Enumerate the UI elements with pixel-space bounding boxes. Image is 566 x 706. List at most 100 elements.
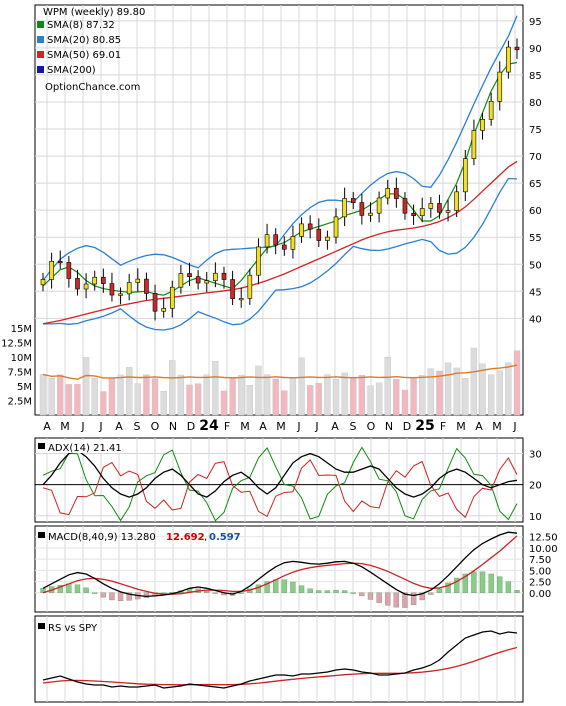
candle-body bbox=[471, 130, 477, 159]
volume-bar bbox=[108, 377, 116, 416]
macd-histogram-bar bbox=[479, 571, 486, 593]
volume-bar bbox=[220, 390, 228, 416]
volume-bar bbox=[126, 367, 133, 416]
price-tick-label: 95 bbox=[529, 17, 542, 28]
macd-histogram-bar bbox=[471, 571, 477, 593]
candle-body bbox=[66, 262, 72, 279]
candle-body bbox=[325, 236, 330, 241]
volume-bar bbox=[255, 365, 262, 416]
volume-bar bbox=[194, 383, 202, 416]
price-tick-label: 60 bbox=[529, 206, 542, 217]
candle-body bbox=[144, 278, 149, 294]
volume-bar bbox=[350, 377, 357, 416]
rs-panel-frame bbox=[34, 615, 524, 703]
candle-body bbox=[359, 202, 365, 216]
price-tick-label: 80 bbox=[529, 98, 542, 109]
volume-bar bbox=[143, 374, 150, 416]
candle-body bbox=[316, 228, 322, 241]
volume-bar bbox=[375, 382, 383, 416]
candle-body bbox=[40, 279, 46, 286]
bollinger-upper-line bbox=[42, 15, 518, 281]
candle-body bbox=[92, 276, 98, 285]
price-tick-label: 65 bbox=[529, 179, 542, 190]
legend-swatch bbox=[37, 66, 44, 73]
price-tick-label: 50 bbox=[529, 260, 542, 271]
macd-swatch bbox=[38, 532, 45, 538]
macd-histogram-bar bbox=[307, 588, 313, 593]
candle-body bbox=[169, 286, 175, 309]
volume-bar bbox=[436, 370, 443, 416]
legend-label: SMA(20) 80.85 bbox=[47, 35, 121, 46]
di-minus-line bbox=[42, 457, 518, 519]
macd-histogram-bar bbox=[290, 581, 296, 593]
candle-body bbox=[428, 203, 434, 209]
volume-bar bbox=[505, 362, 512, 416]
macd-label: MACD(8,40,9) 13.280 bbox=[48, 532, 156, 543]
candle-body bbox=[152, 293, 158, 312]
candle-body bbox=[135, 278, 141, 283]
volume-bar bbox=[65, 384, 73, 416]
candle-body bbox=[368, 212, 373, 216]
macd-histogram-bar bbox=[514, 590, 520, 593]
candle-body bbox=[273, 234, 278, 246]
x-tick-label: 24 bbox=[199, 418, 219, 434]
volume-bar bbox=[324, 374, 331, 416]
macd-histogram-bar bbox=[445, 582, 451, 593]
volume-bar bbox=[117, 374, 124, 416]
candle-body bbox=[350, 198, 356, 203]
legend-swatch bbox=[37, 51, 44, 58]
x-tick-label: A bbox=[331, 420, 339, 433]
macd-histogram-bar bbox=[143, 592, 150, 598]
x-tick-label: F bbox=[440, 420, 446, 433]
candle-body bbox=[445, 210, 451, 213]
volume-bar bbox=[393, 379, 400, 416]
rs-swatch bbox=[38, 623, 45, 629]
candle-body bbox=[230, 279, 235, 299]
volume-ma-line bbox=[42, 364, 518, 380]
candle-body bbox=[57, 261, 63, 264]
candle-body bbox=[402, 198, 408, 214]
candle-body bbox=[342, 198, 347, 218]
candle-body bbox=[161, 308, 166, 312]
macd-histogram-bar bbox=[497, 576, 503, 593]
macd-tick-label: 12.50 bbox=[529, 533, 558, 544]
macd-histogram-bar bbox=[341, 590, 348, 593]
x-tick-label: J bbox=[80, 420, 84, 433]
x-tick-label: O bbox=[367, 420, 376, 433]
macd-histogram-bar bbox=[92, 592, 98, 594]
volume-bar bbox=[100, 391, 107, 416]
candle-body bbox=[126, 282, 132, 295]
volume-tick-label: 2.5M bbox=[7, 397, 32, 408]
candle-body bbox=[213, 272, 218, 281]
macd-histogram-bar bbox=[66, 583, 72, 593]
adx-line bbox=[42, 449, 518, 498]
candle-body bbox=[376, 197, 382, 214]
x-tick-label: N bbox=[169, 420, 177, 433]
macd-histogram-bar bbox=[255, 584, 262, 593]
legend-swatch bbox=[37, 36, 44, 43]
price-tick-label: 75 bbox=[529, 125, 542, 136]
volume-bar bbox=[298, 357, 305, 416]
macd-signal-line bbox=[42, 535, 518, 595]
macd-histogram-bar bbox=[333, 589, 339, 593]
macd-histogram-bar bbox=[117, 592, 124, 602]
candle-body bbox=[83, 283, 89, 290]
candle-body bbox=[437, 203, 442, 213]
candle-body bbox=[506, 46, 511, 73]
legend-swatch bbox=[37, 21, 44, 28]
macd-histogram-bar bbox=[410, 592, 417, 606]
macd-histogram-bar bbox=[376, 592, 382, 603]
candle-body bbox=[419, 208, 425, 217]
macd-tick-label: 0.00 bbox=[529, 589, 551, 600]
volume-bar bbox=[91, 378, 98, 416]
candle-body bbox=[49, 261, 54, 280]
x-tick-label: A bbox=[43, 420, 51, 433]
volume-bar bbox=[160, 391, 167, 416]
macd-histogram-bar bbox=[385, 592, 391, 606]
volume-tick-label: 5M bbox=[17, 382, 32, 393]
macd-histogram-bar bbox=[324, 590, 331, 593]
volume-bar bbox=[307, 385, 314, 416]
volume-bar bbox=[419, 375, 426, 416]
price-tick-label: 45 bbox=[529, 287, 542, 298]
volume-bar bbox=[367, 385, 374, 416]
